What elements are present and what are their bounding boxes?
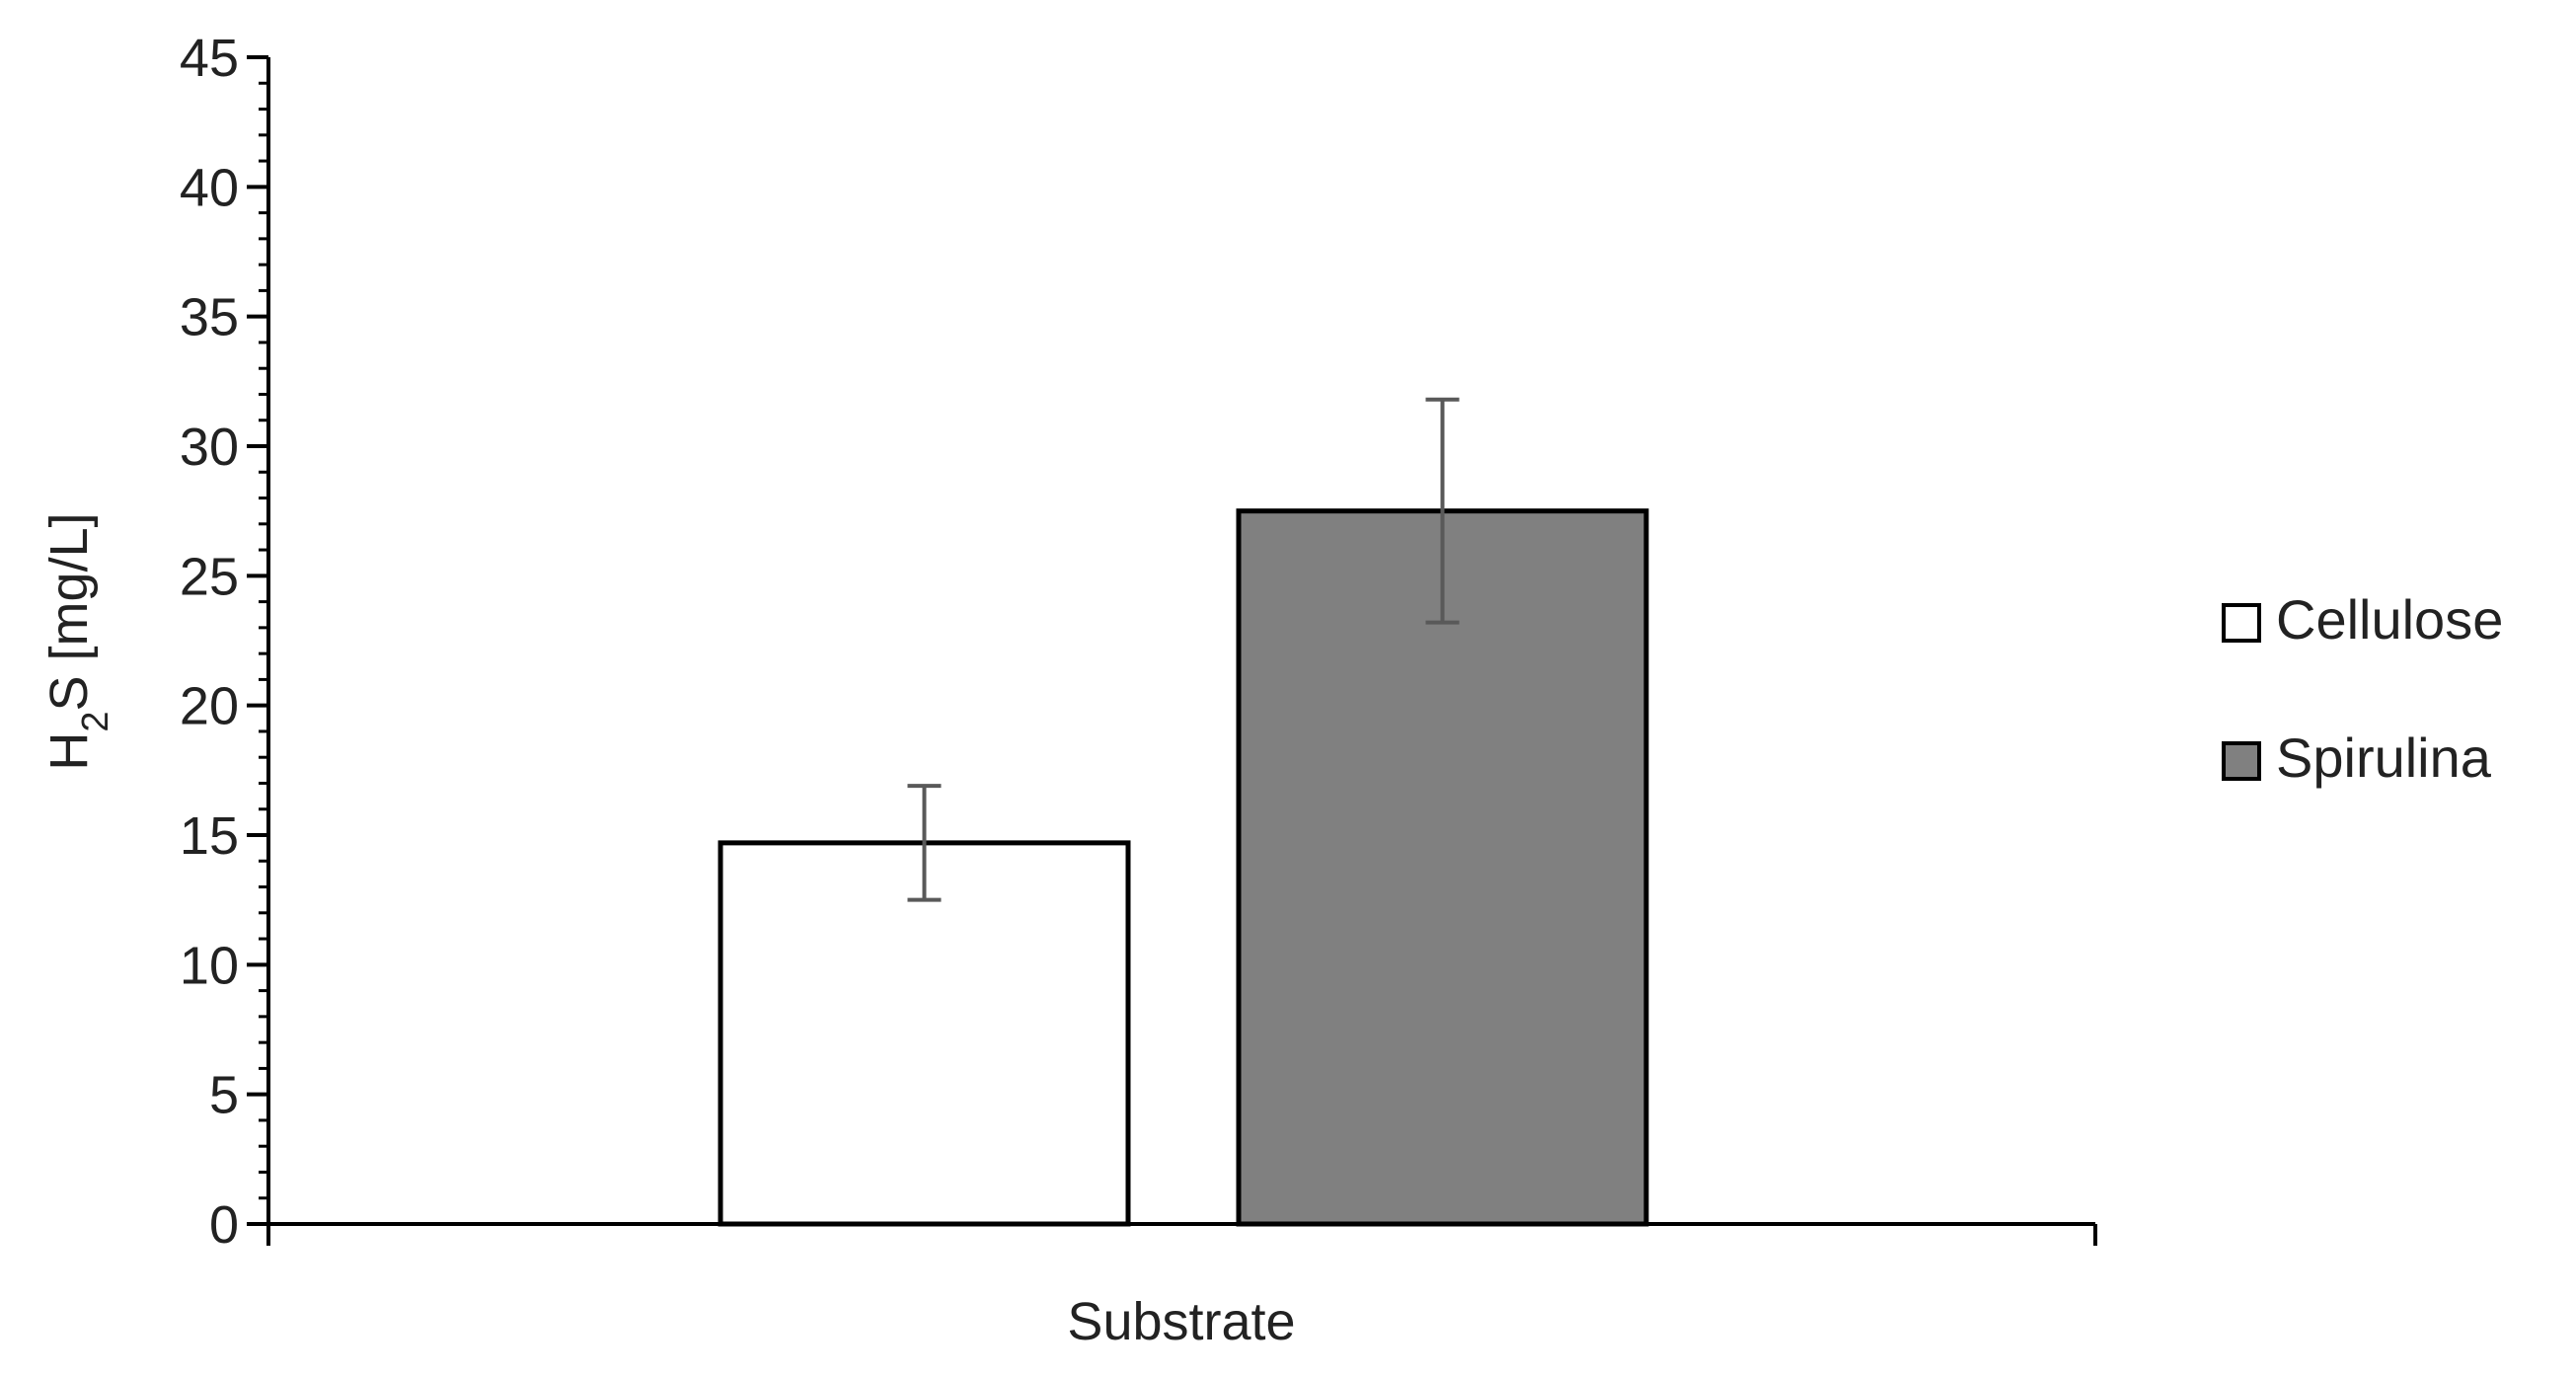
y-tick-label: 35 xyxy=(180,288,239,347)
x-axis-title: Substrate xyxy=(1067,1292,1295,1351)
bar-cellulose xyxy=(718,840,1131,1227)
bars xyxy=(718,508,1649,1227)
y-tick-label: 40 xyxy=(180,158,239,217)
y-axis-title: H2S [mg/L] xyxy=(39,512,116,770)
y-tick-label: 25 xyxy=(180,547,239,606)
y-tick-label: 20 xyxy=(180,677,239,736)
y-tick-label: 15 xyxy=(180,806,239,866)
y-axis-title-rest: S [mg/L] xyxy=(39,512,99,711)
y-axis-title-main: H xyxy=(39,732,99,771)
legend-swatch-spirulina xyxy=(2222,741,2261,781)
y-tick-label: 0 xyxy=(209,1195,239,1255)
legend-label-cellulose: Cellulose xyxy=(2276,588,2503,650)
y-tick-label: 10 xyxy=(180,936,239,995)
legend-label-spirulina: Spirulina xyxy=(2276,727,2492,789)
error-bars xyxy=(907,397,1460,902)
y-tick-label: 45 xyxy=(180,29,239,88)
legend-swatch-cellulose xyxy=(2222,603,2261,643)
legend: Cellulose Spirulina xyxy=(2222,588,2503,789)
y-axis-ticks: 0 5 10 15 20 25 30 35 40 45 xyxy=(180,29,268,1255)
y-tick-label: 5 xyxy=(209,1066,239,1125)
y-tick-label: 30 xyxy=(180,418,239,477)
y-axis-title-subscript: 2 xyxy=(75,711,116,731)
bar-spirulina xyxy=(1236,508,1649,1227)
